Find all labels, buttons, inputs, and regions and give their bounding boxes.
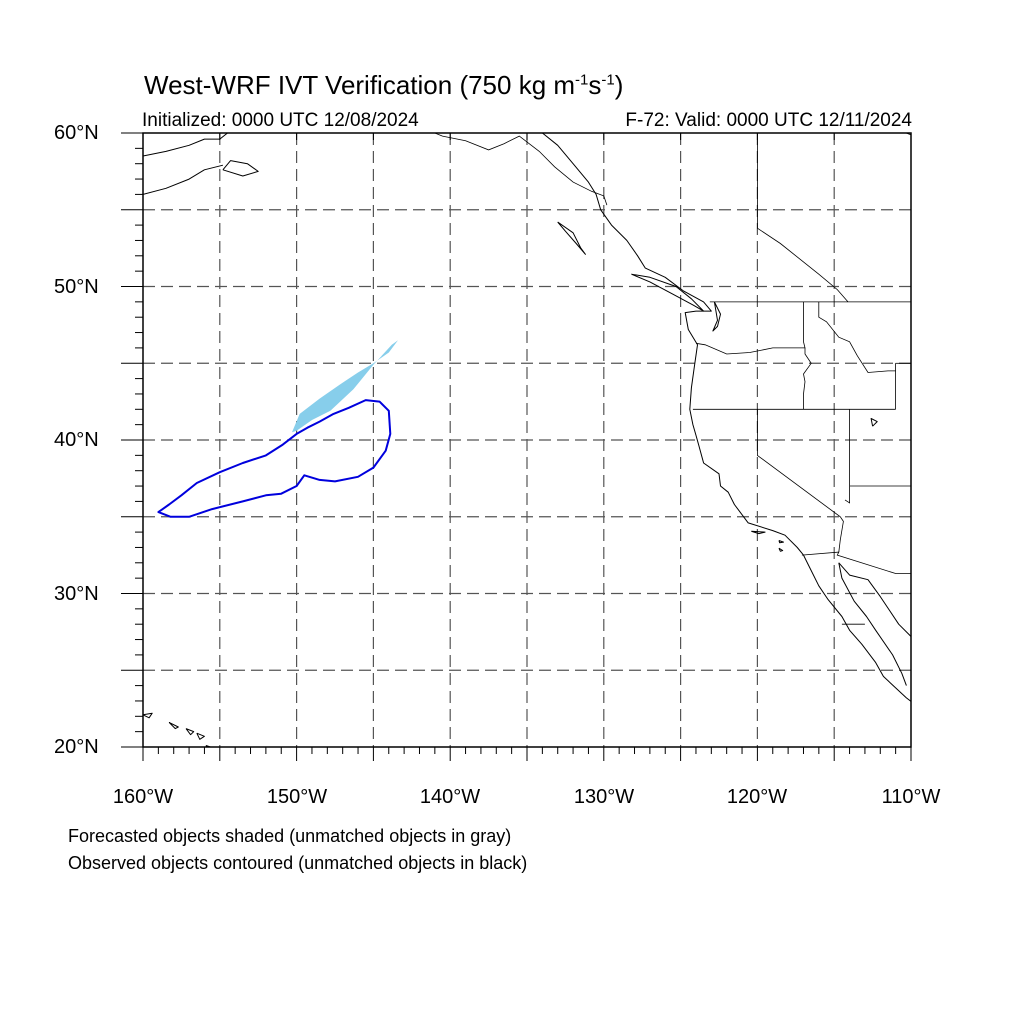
lat-label-60n: 60°N (54, 122, 99, 144)
title-mid: s (588, 70, 602, 100)
title-exponent-1: -1 (575, 71, 589, 89)
lon-label-130w: 130°W (573, 786, 635, 808)
border-segment (434, 133, 608, 206)
lon-label-110w: 110°W (881, 786, 941, 808)
coastline-segment (557, 221, 586, 255)
coastline-segment (185, 728, 195, 736)
coastline-segment (778, 540, 784, 544)
coastline-segment (631, 273, 705, 312)
coastlines (143, 133, 911, 747)
title-exponent-2: -1 (601, 71, 615, 89)
map-frame (142, 132, 912, 748)
observed-object-contour (157, 399, 392, 518)
lon-label-160w: 160°W (112, 786, 174, 808)
forecast-object-shaded (292, 340, 398, 433)
title-end: ) (614, 70, 624, 100)
coastline-segment (778, 547, 784, 552)
lat-label-30n: 30°N (54, 583, 99, 605)
border-segment (801, 551, 911, 574)
map-title: West-WRF IVT Verification (750 kg m-1s-1… (144, 70, 623, 101)
lat-label-50n: 50°N (54, 276, 99, 298)
coastline-segment (542, 133, 911, 702)
title-main: West-WRF IVT Verification (750 kg m (144, 70, 576, 100)
coastline-segment (143, 164, 224, 195)
coastline-segment (712, 301, 721, 332)
init-time-label: Initialized: 0000 UTC 12/08/2024 (142, 110, 419, 131)
lat-label-40n: 40°N (54, 429, 99, 451)
border-segment (844, 409, 850, 504)
lat-label-20n: 20°N (54, 736, 99, 758)
coastline-segment (751, 530, 766, 535)
political-borders (434, 133, 911, 625)
border-segment (695, 301, 806, 355)
border-segment (803, 347, 812, 410)
coastline-segment (143, 133, 228, 157)
lon-label-140w: 140°W (419, 786, 481, 808)
border-segment (757, 133, 911, 303)
valid-time-label: F-72: Valid: 0000 UTC 12/11/2024 (625, 110, 912, 131)
coastline-segment (870, 418, 878, 427)
coastline-segment (168, 721, 179, 730)
axis-ticks (121, 132, 912, 761)
coastline-segment (906, 133, 911, 136)
lon-label-120w: 120°W (726, 786, 788, 808)
border-segment (757, 409, 844, 553)
legend-note-forecast: Forecasted objects shaded (unmatched obj… (68, 826, 512, 846)
legend-note-observed: Observed objects contoured (unmatched ob… (68, 853, 528, 873)
coastline-segment (222, 160, 259, 177)
coastline-segment (838, 562, 911, 637)
coastline-segment (838, 562, 907, 686)
lon-label-150w: 150°W (266, 786, 328, 808)
border-segment (818, 301, 896, 373)
coastline-segment (143, 712, 153, 719)
coastline-segment (196, 732, 205, 740)
lat-lon-grid (143, 133, 911, 747)
ivt-objects (157, 340, 398, 518)
